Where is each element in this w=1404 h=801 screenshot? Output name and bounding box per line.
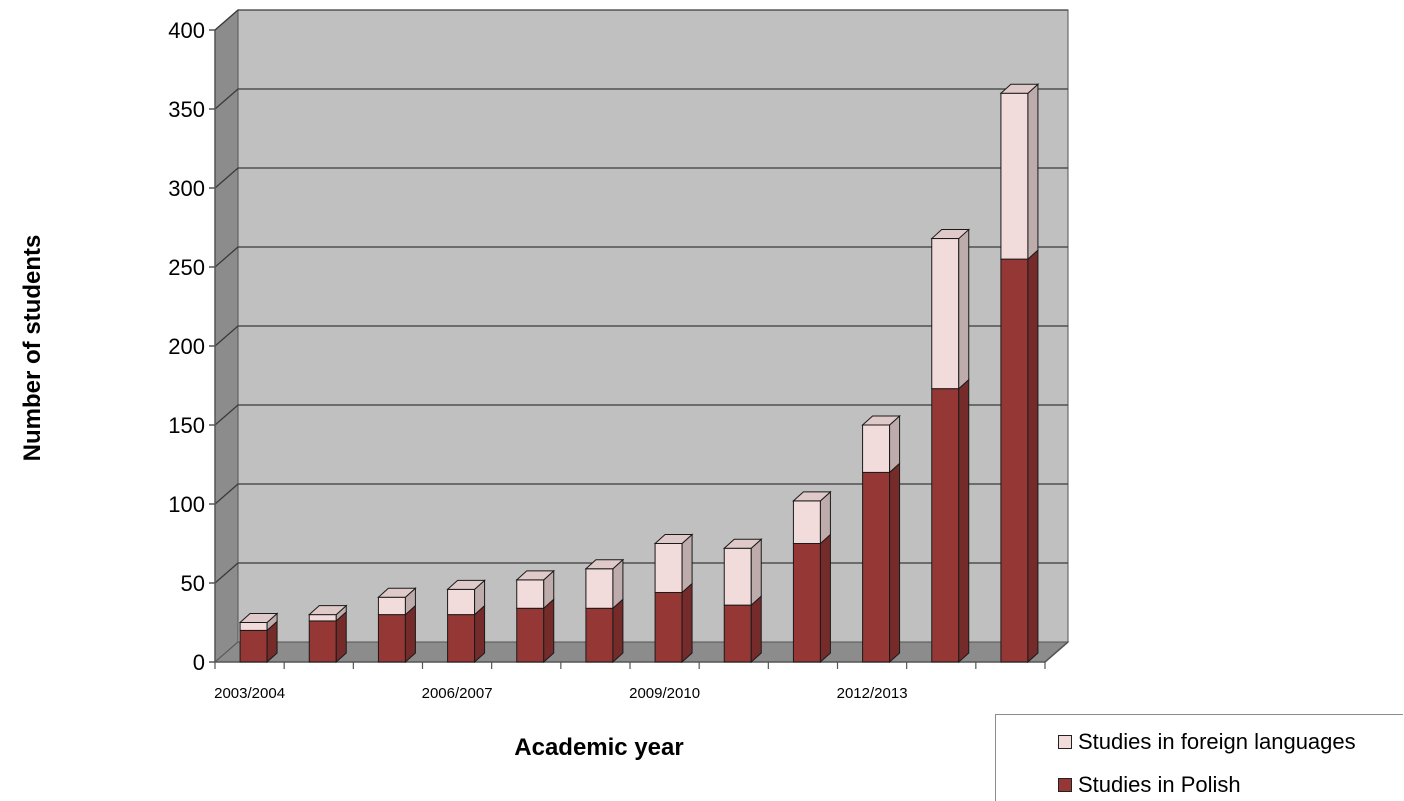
bar-segment-polish-side [543, 598, 555, 664]
y-axis: 0 50 100 150 200 250 300 350 400 [168, 18, 216, 675]
bar-top [653, 534, 694, 544]
gridline [214, 562, 1068, 584]
bar-segment-foreign-side [750, 538, 762, 607]
legend-swatch-foreign [1058, 735, 1072, 749]
legend-swatch-polish [1058, 778, 1072, 792]
bar-segment-polish [862, 471, 891, 663]
bar-top [377, 587, 417, 598]
bar-segment-foreign [308, 614, 337, 622]
gridline [214, 404, 1068, 426]
y-tick-label: 0 [193, 650, 205, 675]
bar-segment-foreign-side [681, 533, 693, 594]
gridline [214, 9, 1068, 31]
x-tick-label: 2009/2010 [629, 685, 700, 702]
bar-segment-foreign [792, 500, 821, 544]
gridline [214, 167, 1068, 189]
x-tick-label: 2012/2013 [837, 685, 908, 702]
bar-segment-polish [377, 614, 406, 663]
y-tick-label: 250 [168, 255, 205, 280]
legend-item-foreign: Studies in foreign languages [1058, 729, 1356, 755]
bar-segment-polish-side [612, 598, 624, 664]
y-tick-label: 200 [168, 334, 205, 359]
bar-segment-polish [1000, 258, 1029, 663]
bar-group [999, 83, 1040, 664]
bar-segment-polish [308, 620, 337, 663]
legend-label-polish: Studies in Polish [1078, 772, 1241, 797]
bar-group [307, 604, 348, 664]
bar-group [930, 228, 971, 664]
bar-group [584, 558, 625, 664]
x-axis: 2003/2004 2006/2007 2009/2010 2012/2013 [214, 641, 1069, 702]
bar-segment-foreign [239, 622, 268, 631]
y-axis-title: Number of students [19, 235, 46, 462]
bar-segment-polish [792, 543, 821, 663]
y-tick-label: 300 [168, 176, 205, 201]
x-axis-depth-line [1044, 641, 1069, 663]
bar-segment-polish [931, 388, 960, 663]
bar-segment-polish-side [889, 462, 901, 664]
legend: Studies in foreign languages Studies in … [995, 714, 1403, 801]
bar-segment-polish-side [474, 604, 486, 664]
bar-segment-polish [239, 629, 268, 663]
bar-group [653, 533, 694, 664]
bar-group [722, 538, 763, 664]
bar-segment-foreign [1000, 92, 1029, 260]
bar-segment-polish [723, 604, 752, 663]
bar-segment-polish-side [681, 582, 693, 664]
bar-top [446, 579, 486, 590]
bar-segment-foreign-side [1027, 83, 1039, 261]
bar-group [377, 587, 417, 664]
bar-segment-foreign [723, 547, 752, 606]
bar-segment-polish-side [819, 533, 831, 664]
bar-segment-polish [585, 607, 614, 663]
bar-segment-polish-side [958, 378, 970, 664]
bar-top [792, 491, 832, 502]
bar-top [722, 538, 763, 549]
bar-segment-foreign [447, 588, 476, 616]
y-tick-label: 350 [168, 97, 205, 122]
bar-segment-polish-side [750, 594, 762, 664]
bar-top [999, 83, 1040, 94]
x-tick-label: 2006/2007 [422, 685, 493, 702]
bar-segment-polish-side [1027, 248, 1039, 664]
gridline [214, 483, 1068, 505]
bar-segment-polish-side [404, 604, 416, 664]
gridline [214, 88, 1068, 110]
bar-group [515, 569, 556, 664]
bar-segment-foreign [862, 424, 891, 473]
y-tick-label: 100 [168, 492, 205, 517]
bar-segment-foreign [516, 579, 545, 609]
bar-top [515, 570, 556, 581]
bar-segment-polish [654, 591, 683, 663]
bar-top [307, 605, 348, 616]
bar-top [584, 559, 625, 570]
bar-segment-foreign-side [958, 228, 970, 390]
bars [238, 83, 1040, 664]
x-axis-title: Academic year [514, 734, 683, 761]
legend-label-foreign: Studies in foreign languages [1078, 729, 1356, 754]
bar-group [238, 612, 279, 664]
gridlines [214, 9, 1068, 584]
bar-segment-foreign [377, 596, 406, 616]
bar-top [861, 415, 901, 426]
bar-group [861, 414, 901, 664]
bar-segment-foreign [654, 543, 683, 593]
x-tick-label: 2003/2004 [214, 685, 285, 702]
gridline [214, 325, 1068, 347]
bar-top [238, 613, 279, 623]
bar-segment-foreign [931, 238, 960, 390]
bar-segment-foreign [585, 568, 614, 609]
bar-group [792, 490, 832, 664]
y-tick-label: 50 [181, 571, 205, 596]
bar-top [930, 229, 971, 240]
y-tick-label: 150 [168, 413, 205, 438]
bar-segment-polish [447, 614, 476, 663]
bar-group [446, 579, 486, 664]
bar-segment-foreign-side [889, 414, 901, 474]
legend-item-polish: Studies in Polish [1058, 772, 1241, 798]
y-tick-label: 400 [168, 18, 205, 43]
gridline [214, 246, 1068, 268]
bar-segment-polish [516, 607, 545, 663]
